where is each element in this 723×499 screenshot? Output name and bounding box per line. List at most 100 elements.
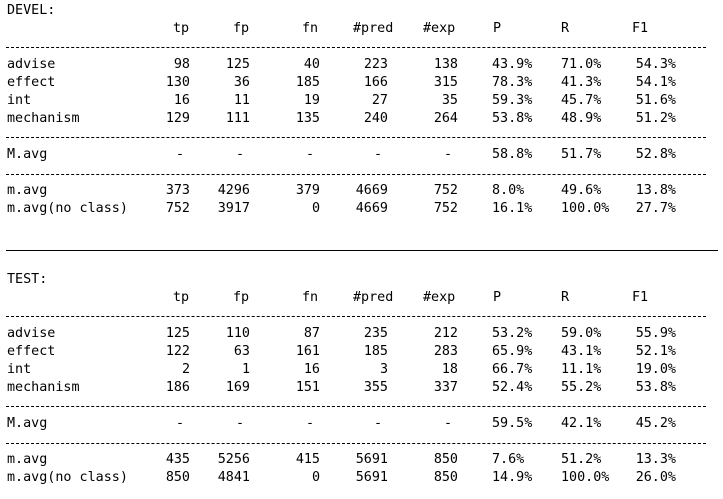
class-row-cell: 18 xyxy=(441,362,458,377)
micro-avg-row-cell: 415 xyxy=(295,452,320,467)
class-row-cell: 52.4% xyxy=(492,380,533,395)
class-row-cell: 54.3% xyxy=(635,57,676,72)
column-header: R xyxy=(561,21,570,36)
class-row-cell: 71.0% xyxy=(561,57,602,72)
micro-avg-row-cell: 13.8% xyxy=(635,183,676,198)
column-header: fn xyxy=(302,290,319,305)
class-row-cell: 54.1% xyxy=(635,75,676,90)
dashed-separator xyxy=(6,316,706,317)
class-row-cell: 48.9% xyxy=(561,111,602,126)
macro-avg-row-cell: - xyxy=(235,147,244,162)
class-row-cell: 55.2% xyxy=(561,380,602,395)
class-row-cell: 43.9% xyxy=(492,57,533,72)
class-row-label: int xyxy=(7,362,32,377)
micro-avg-row-cell: 5691 xyxy=(355,470,388,485)
class-row-cell: 185 xyxy=(363,344,388,359)
class-row-cell: 355 xyxy=(363,380,388,395)
class-row-cell: 87 xyxy=(303,326,320,341)
macro-avg-row-cell: - xyxy=(305,147,314,162)
class-row-cell: 45.7% xyxy=(561,93,602,108)
micro-avg-row-cell: 752 xyxy=(433,201,458,216)
class-row-cell: 212 xyxy=(433,326,458,341)
micro-avg-row-cell: 26.0% xyxy=(635,470,676,485)
class-row-cell: 151 xyxy=(295,380,320,395)
micro-avg-row-cell: 4669 xyxy=(355,201,388,216)
micro-avg-row-cell: 14.9% xyxy=(492,470,533,485)
macro-avg-row-cell: 52.8% xyxy=(635,147,676,162)
class-row-label: mechanism xyxy=(7,380,80,395)
column-header: fn xyxy=(302,21,319,36)
dashed-separator xyxy=(6,174,706,175)
dashed-separator xyxy=(6,137,706,138)
macro-avg-row-cell: - xyxy=(175,416,184,431)
macro-avg-row-cell: - xyxy=(373,147,382,162)
macro-avg-row-cell: - xyxy=(235,416,244,431)
class-row-cell: 41.3% xyxy=(561,75,602,90)
column-header: tp xyxy=(173,21,190,36)
column-header: P xyxy=(493,21,502,36)
class-row-cell: 59.0% xyxy=(561,326,602,341)
micro-avg-row-cell: 16.1% xyxy=(492,201,533,216)
section-title: TEST: xyxy=(7,272,48,287)
micro-avg-row-cell: 4841 xyxy=(217,470,250,485)
dashed-separator xyxy=(6,47,706,48)
micro-avg-row-cell: 0 xyxy=(311,470,320,485)
class-row-cell: 19.0% xyxy=(635,362,676,377)
micro-avg-row-cell: 752 xyxy=(165,201,190,216)
class-row-cell: 35 xyxy=(441,93,458,108)
class-row-cell: 240 xyxy=(363,111,388,126)
micro-avg-row-cell: 49.6% xyxy=(561,183,602,198)
class-row-cell: 135 xyxy=(295,111,320,126)
macro-avg-row-cell: 59.5% xyxy=(492,416,533,431)
micro-avg-row-cell: 850 xyxy=(165,470,190,485)
class-row-cell: 51.6% xyxy=(635,93,676,108)
micro-avg-row-label: m.avg(no class) xyxy=(7,201,128,216)
macro-avg-row-label: M.avg xyxy=(7,147,48,162)
class-row-cell: 283 xyxy=(433,344,458,359)
class-row-cell: 122 xyxy=(165,344,190,359)
class-row-label: effect xyxy=(7,75,56,90)
column-header: tp xyxy=(173,290,190,305)
dashed-separator xyxy=(6,443,706,444)
column-header: F1 xyxy=(632,21,649,36)
macro-avg-row-cell: - xyxy=(175,147,184,162)
micro-avg-row-cell: 752 xyxy=(433,183,458,198)
micro-avg-row-cell: 5691 xyxy=(355,452,388,467)
class-row-label: effect xyxy=(7,344,56,359)
micro-avg-row-cell: 51.2% xyxy=(561,452,602,467)
class-row-cell: 36 xyxy=(233,75,250,90)
class-row-cell: 59.3% xyxy=(492,93,533,108)
class-row-cell: 185 xyxy=(295,75,320,90)
dashed-separator xyxy=(6,406,706,407)
section-divider xyxy=(6,250,718,251)
micro-avg-row-cell: 4669 xyxy=(355,183,388,198)
class-row-cell: 110 xyxy=(225,326,250,341)
column-header: #exp xyxy=(423,21,456,36)
micro-avg-row-cell: 379 xyxy=(295,183,320,198)
class-row-cell: 63 xyxy=(233,344,250,359)
class-row-label: advise xyxy=(7,326,56,341)
class-row-cell: 43.1% xyxy=(561,344,602,359)
column-header: #exp xyxy=(423,290,456,305)
micro-avg-row-cell: 7.6% xyxy=(492,452,525,467)
column-header: F1 xyxy=(632,290,649,305)
micro-avg-row-cell: 373 xyxy=(165,183,190,198)
macro-avg-row-cell: 45.2% xyxy=(635,416,676,431)
class-row-cell: 55.9% xyxy=(635,326,676,341)
micro-avg-row-cell: 0 xyxy=(311,201,320,216)
class-row-cell: 51.2% xyxy=(635,111,676,126)
macro-avg-row-label: M.avg xyxy=(7,416,48,431)
macro-avg-row-cell: 51.7% xyxy=(561,147,602,162)
class-row-cell: 337 xyxy=(433,380,458,395)
class-row-cell: 66.7% xyxy=(492,362,533,377)
micro-avg-row-label: m.avg xyxy=(7,183,48,198)
micro-avg-row-cell: 8.0% xyxy=(492,183,525,198)
column-header: #pred xyxy=(353,290,394,305)
class-row-cell: 223 xyxy=(363,57,388,72)
class-row-cell: 235 xyxy=(363,326,388,341)
micro-avg-row-cell: 435 xyxy=(165,452,190,467)
class-row-cell: 11.1% xyxy=(561,362,602,377)
class-row-cell: 125 xyxy=(225,57,250,72)
class-row-cell: 16 xyxy=(303,362,320,377)
class-row-cell: 98 xyxy=(173,57,190,72)
